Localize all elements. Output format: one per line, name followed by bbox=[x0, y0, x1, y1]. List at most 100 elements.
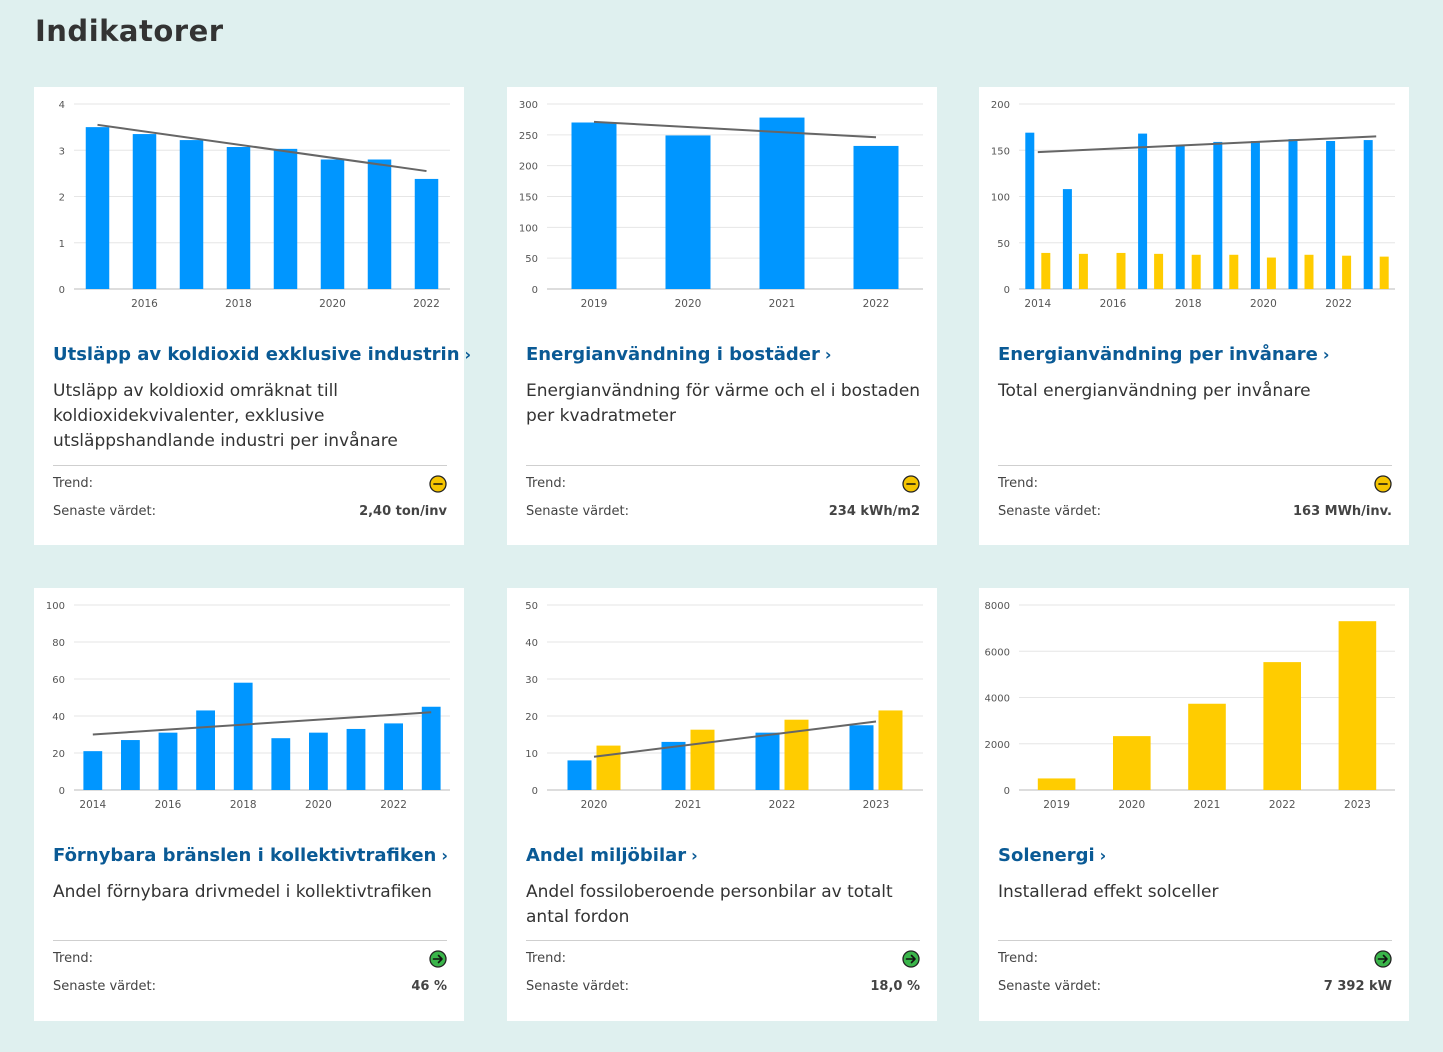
trend-line bbox=[92, 711, 432, 736]
bar-chart: 0 1 2 3 4 2016 2018 2020 2022 bbox=[59, 100, 450, 310]
indicator-description: Energianvändning för värme och el i bost… bbox=[526, 381, 921, 426]
indicator-title-link[interactable]: Solenergi › bbox=[998, 845, 1106, 866]
y-tick-label: 4000 bbox=[985, 694, 1010, 705]
x-tick-label: 2020 bbox=[675, 298, 702, 310]
divider bbox=[526, 465, 920, 466]
bar bbox=[1229, 254, 1239, 289]
trend-label: Trend: bbox=[53, 476, 93, 491]
indicator-title-text: Förnybara bränslen i kollektivtrafiken bbox=[53, 845, 437, 866]
divider bbox=[53, 940, 447, 941]
indicator-card[interactable]: 0 2000 4000 6000 8000 2019 2020 2021 2022 2023 Sol… bbox=[979, 588, 1409, 1021]
chevron-right-icon: › bbox=[691, 846, 698, 865]
indicator-title-link[interactable]: Utsläpp av koldioxid exklusive industrin… bbox=[53, 344, 471, 365]
bar bbox=[83, 751, 103, 790]
y-tick-label: 150 bbox=[519, 193, 538, 204]
divider bbox=[526, 940, 920, 941]
bar bbox=[1250, 141, 1260, 289]
latest-value: 163 MWh/inv. bbox=[1292, 504, 1392, 519]
bar bbox=[1062, 189, 1072, 289]
chevron-right-icon: › bbox=[464, 345, 472, 364]
y-tick-label: 2000 bbox=[985, 740, 1010, 751]
bar bbox=[567, 760, 592, 790]
indicator-card[interactable]: 0 1 2 3 4 2016 2018 2020 2022 Utsläpp av koldioxi… bbox=[34, 87, 471, 545]
bar bbox=[367, 159, 392, 289]
y-tick-label: 50 bbox=[525, 601, 538, 612]
indicator-description: Utsläpp av koldioxid omräknat till koldi… bbox=[53, 381, 398, 451]
y-tick-label: 0 bbox=[532, 285, 538, 296]
indicator-title-link[interactable]: Energianvändning per invånare › bbox=[998, 344, 1329, 365]
indicator-title-link[interactable]: Energianvändning i bostäder › bbox=[526, 344, 831, 365]
x-tick-label: 2016 bbox=[131, 298, 158, 310]
trend-label: Trend: bbox=[526, 951, 566, 966]
bar bbox=[1326, 141, 1336, 289]
y-tick-label: 4 bbox=[59, 100, 65, 111]
x-tick-label: 2022 bbox=[863, 298, 890, 310]
indicator-title-link[interactable]: Andel miljöbilar › bbox=[526, 845, 698, 866]
x-tick-label: 2014 bbox=[79, 799, 106, 811]
y-tick-label: 300 bbox=[519, 100, 538, 111]
bar bbox=[309, 732, 328, 790]
y-tick-label: 200 bbox=[991, 100, 1010, 111]
latest-value: 18,0 % bbox=[870, 979, 920, 994]
y-tick-label: 150 bbox=[991, 146, 1010, 157]
x-tick-label: 2021 bbox=[675, 799, 702, 811]
bar bbox=[132, 134, 157, 289]
bar bbox=[690, 729, 715, 790]
bar bbox=[158, 732, 178, 790]
y-tick-label: 100 bbox=[991, 193, 1010, 204]
indicator-card[interactable]: 0 50 100 150 200 250 300 2019 2020 2021 2022 Energi… bbox=[507, 87, 937, 545]
y-tick-label: 20 bbox=[525, 712, 538, 723]
indicator-card[interactable]: 0 50 100 150 200 2014 2016 2018 2020 2022 Energian… bbox=[979, 87, 1409, 545]
chevron-right-icon: › bbox=[824, 345, 832, 364]
y-tick-label: 6000 bbox=[985, 647, 1010, 658]
indicator-title-text: Energianvändning per invånare bbox=[998, 344, 1318, 365]
latest-value-label: Senaste värdet: bbox=[526, 504, 629, 519]
indicator-title-text: Energianvändning i bostäder bbox=[526, 344, 820, 365]
x-tick-label: 2022 bbox=[769, 799, 796, 811]
indicator-description: Andel förnybara drivmedel i kollektivtra… bbox=[53, 882, 432, 902]
y-tick-label: 50 bbox=[997, 239, 1010, 250]
bar bbox=[1288, 139, 1298, 289]
bar bbox=[1041, 252, 1051, 289]
bar bbox=[1266, 257, 1276, 289]
indicator-title-text: Solenergi bbox=[998, 845, 1095, 866]
y-tick-label: 10 bbox=[525, 749, 538, 760]
trend-label: Trend: bbox=[53, 951, 93, 966]
bar bbox=[271, 738, 291, 790]
bar bbox=[226, 147, 251, 289]
x-tick-label: 2022 bbox=[413, 298, 440, 310]
x-tick-label: 2022 bbox=[1269, 799, 1296, 811]
x-tick-label: 2023 bbox=[1344, 799, 1371, 811]
latest-value: 46 % bbox=[411, 979, 447, 994]
divider bbox=[53, 465, 447, 466]
bar bbox=[233, 682, 253, 790]
latest-value-label: Senaste värdet: bbox=[526, 979, 629, 994]
bar bbox=[1304, 254, 1314, 289]
bar bbox=[571, 122, 617, 289]
bar bbox=[755, 732, 780, 790]
bar bbox=[1363, 140, 1373, 289]
bar bbox=[1213, 141, 1223, 289]
bar bbox=[1037, 778, 1076, 790]
bar-chart: 0 20 40 60 80 100 2014 2016 2018 2020 2022 bbox=[46, 601, 450, 811]
latest-value-label: Senaste värdet: bbox=[998, 979, 1101, 994]
indicator-card[interactable]: 0 20 40 60 80 100 2014 2016 2018 2020 2022 Förnybar… bbox=[34, 588, 464, 1021]
positive-trend-icon bbox=[429, 950, 447, 968]
y-tick-label: 80 bbox=[52, 638, 65, 649]
indicator-title-text: Andel miljöbilar bbox=[526, 845, 687, 866]
bar bbox=[1191, 254, 1201, 289]
y-tick-label: 8000 bbox=[985, 601, 1010, 612]
indicator-title-link[interactable]: Förnybara bränslen i kollektivtrafiken › bbox=[53, 845, 448, 866]
trend-label: Trend: bbox=[526, 476, 566, 491]
bar bbox=[661, 741, 686, 790]
bar bbox=[1379, 256, 1389, 289]
bar bbox=[1263, 662, 1301, 790]
bar bbox=[853, 145, 899, 289]
x-tick-label: 2016 bbox=[1100, 298, 1127, 310]
chevron-right-icon: › bbox=[1099, 846, 1107, 865]
y-tick-label: 50 bbox=[525, 254, 538, 265]
bar bbox=[849, 725, 874, 790]
indicator-card[interactable]: 0 10 20 30 40 50 2020 2021 2022 2023 Andel miljöbi… bbox=[507, 588, 937, 1021]
bar bbox=[384, 723, 403, 790]
bar-chart: 0 50 100 150 200 2014 2016 2018 2020 2022 bbox=[991, 100, 1395, 310]
